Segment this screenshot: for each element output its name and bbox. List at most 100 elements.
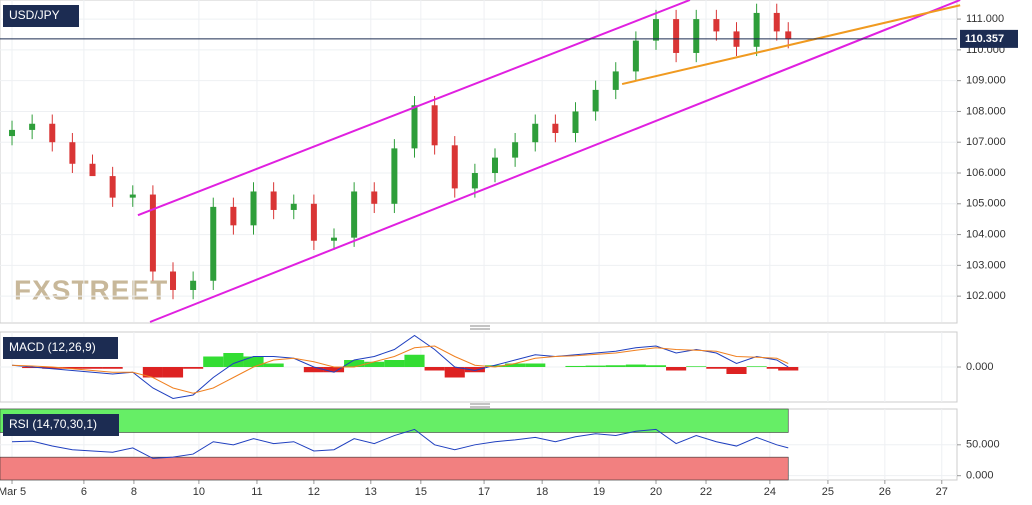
candle-body [411,105,418,149]
x-tick-label: 13 [365,486,377,498]
candle-body [713,19,720,32]
candle-body [129,194,136,198]
x-tick-label: 18 [536,486,548,498]
candle-body [89,163,96,177]
candle-body [512,142,519,158]
candle-body [532,123,539,143]
candle-body [673,19,680,53]
candle-body [270,191,277,210]
y-tick-label: 108.000 [966,105,1006,117]
last-price-box [960,29,1018,48]
macd-histogram-bar [585,365,606,367]
trend-line [621,4,961,86]
x-tick-label: 20 [650,486,662,498]
candle-body [785,31,792,39]
candle-body [351,191,358,238]
x-tick-label: 17 [478,486,490,498]
candle-body [652,19,659,41]
candle-body [552,123,559,133]
y-tick-label: 104.000 [966,228,1006,240]
macd-histogram-bar [364,361,385,367]
macd-line [11,334,789,400]
macd-histogram-bar [605,365,626,367]
candle-body [612,71,619,90]
x-tick-label: 19 [593,486,605,498]
y-tick-label: 0.000 [966,361,994,373]
candle-body [371,191,378,204]
candle-body [69,142,76,164]
macd-histogram-bar [778,367,799,371]
candle-body [592,89,599,112]
x-tick-label: 27 [936,486,948,498]
macd-histogram-bar [102,367,123,369]
pane-grip[interactable] [470,403,490,408]
macd-histogram-bar [766,367,787,369]
y-tick-label: 103.000 [966,259,1006,271]
pane-grip[interactable] [470,325,490,330]
macd-histogram-bar [323,367,345,373]
macd-histogram-bar [625,364,646,367]
candle-body [9,129,16,137]
candle-body [210,206,217,281]
candle-body [391,148,398,204]
candle-body [753,12,760,47]
macd-histogram-bar [263,363,284,367]
x-tick-label: 25 [822,486,834,498]
macd-histogram-bar [22,367,43,369]
candle-body [632,40,639,72]
macd-histogram-bar [565,365,586,367]
macd-histogram-bar [746,366,767,367]
macd-histogram-bar [303,367,324,373]
candle-body [310,203,317,241]
trend-line [137,0,691,217]
candle-body [170,271,177,290]
trend-line [149,0,961,323]
price-pane [0,0,958,324]
candle-body [49,123,56,143]
macd-histogram-bar [62,367,83,369]
macd-histogram-bar [706,367,727,369]
x-tick-label: 24 [764,486,776,498]
macd-histogram-bar [223,353,244,367]
y-tick-label: 111.000 [966,13,1004,25]
macd-histogram-bar [344,360,365,367]
macd-histogram-bar [384,360,405,367]
y-tick-label: 107.000 [966,136,1006,148]
candle-body [230,206,237,226]
y-tick-label: 106.000 [966,167,1006,179]
y-tick-label: 0.000 [966,470,994,482]
macd-histogram-bar [203,356,224,367]
last-price-label: 110.357 [965,33,1004,45]
x-tick-label: 8 [131,486,137,498]
macd-histogram-bar [162,367,184,378]
macd-histogram-bar [484,365,506,367]
macd-histogram-bar [243,356,264,367]
title-box [3,414,119,436]
macd-histogram-bar [464,367,485,373]
candle-body [431,105,438,146]
y-tick-label: 105.000 [966,198,1006,210]
macd-histogram-bar [525,363,546,367]
macd-histogram-bar [686,366,707,367]
macd-histogram-bar [424,367,445,371]
chart-title: USD/JPY [9,8,60,22]
candle-body [451,145,458,189]
macd-histogram-bar [444,367,465,378]
x-tick-label: 26 [879,486,891,498]
rsi-title: RSI (14,70,30,1) [9,417,97,431]
x-tick-label: 15 [415,486,427,498]
plot-layer: Mar 5 6 8 10 11 12 13 15 17 18 19 20 22 24 25 26 27 102.0… [0,0,1018,498]
macd-histogram-bar [82,367,103,369]
rsi-line [12,428,789,459]
candle-body [149,194,156,272]
macd-line [11,345,789,394]
x-tick-label: 6 [81,486,87,498]
candle-body [331,237,338,241]
x-tick-label: 12 [308,486,320,498]
candle-body [471,173,478,189]
candle-body [773,12,780,32]
rsi-band [0,456,789,481]
candle-body [572,111,579,133]
candle-body [250,191,257,226]
